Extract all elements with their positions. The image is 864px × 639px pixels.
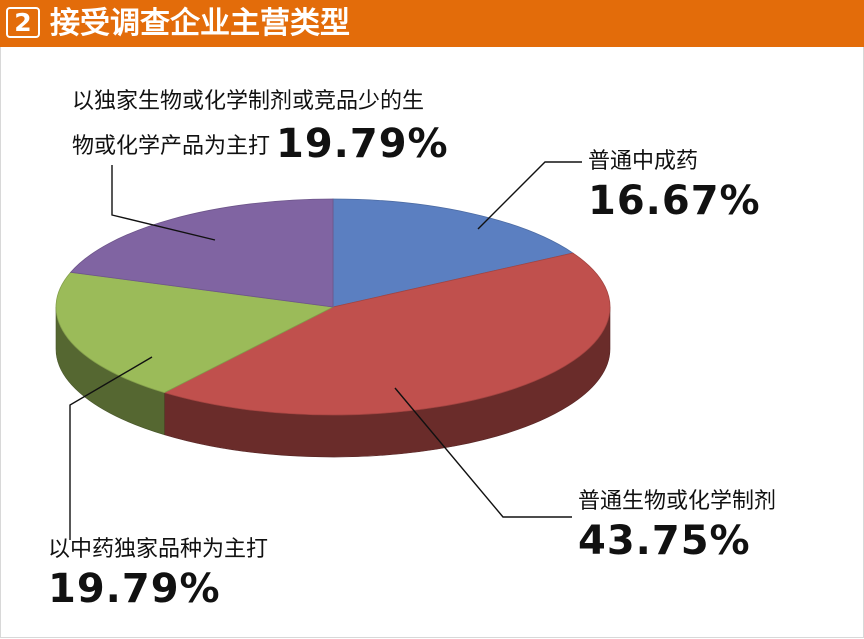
label-exclusive-bio-chem: 以独家生物或化学制剂或竞品少的生 物或化学产品为主打 19.79% [72,82,449,169]
leader-line-3 [111,165,216,241]
pie-slice-2 [55,271,335,394]
label-exclusive-tcm: 以中药独家品种为主打 19.79% [48,534,268,612]
leader-line-2 [69,356,153,540]
label-exclusive-tcm-name: 以中药独家品种为主打 [48,537,269,562]
pie-slice-0 [332,198,574,308]
label-exclusive-tcm-percent: 19.79% [48,566,221,612]
section-title: 接受调查企业主营类型 [50,6,350,41]
label-common-tcm-name: 普通中成药 [588,149,699,174]
pie-slice-1 [163,252,611,416]
label-common-bio-chem-name: 普通生物或化学制剂 [578,489,777,514]
label-exclusive-bio-chem-percent: 19.79% [276,121,449,167]
label-common-tcm-percent: 16.67% [588,178,761,224]
label-common-bio-chem-percent: 43.75% [578,518,751,564]
pie-slice-3 [69,198,334,308]
leader-line-1 [394,387,572,518]
label-exclusive-bio-chem-name-line1: 以独家生物或化学制剂或竞品少的生 [72,89,425,114]
label-exclusive-bio-chem-name-line2: 物或化学产品为主打 19.79% [72,122,449,169]
section-number-badge: 2 [6,7,40,38]
leader-line-0 [477,161,582,230]
label-exclusive-bio-chem-name-line2-text: 物或化学产品为主打 [72,134,271,159]
label-common-tcm: 普通中成药 16.67% [588,146,761,224]
label-common-bio-chem: 普通生物或化学制剂 43.75% [578,486,776,564]
section-header: 2 接受调查企业主营类型 [0,0,864,47]
pie-top-group [55,198,611,416]
